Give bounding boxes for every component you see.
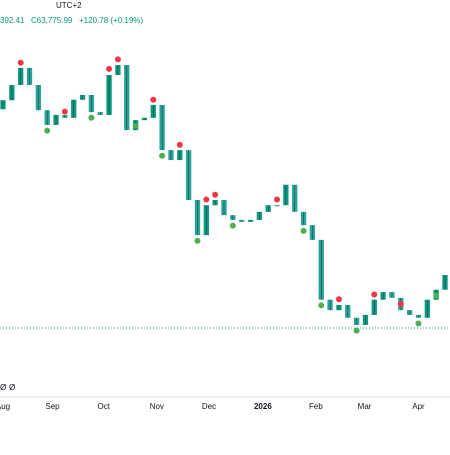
- sell-marker: [114, 56, 121, 63]
- buy-marker: [433, 292, 440, 299]
- buy-marker: [194, 237, 201, 244]
- status-mark: Ø: [9, 383, 15, 392]
- x-tick-label: Dec: [202, 402, 216, 411]
- buy-marker: [300, 227, 307, 234]
- sell-marker: [335, 296, 342, 303]
- change-value: +120.78 (+0.19%): [79, 16, 143, 25]
- buy-marker: [318, 302, 325, 309]
- sell-marker: [212, 191, 219, 198]
- buy-marker: [353, 327, 360, 334]
- buy-marker: [415, 320, 422, 327]
- x-tick-label: Nov: [150, 402, 164, 411]
- sell-marker: [61, 108, 68, 115]
- last-value: 392.41: [0, 16, 25, 25]
- sell-marker: [106, 65, 113, 72]
- sell-marker: [371, 291, 378, 298]
- candle-body: [274, 205, 280, 207]
- buy-marker: [132, 122, 139, 129]
- x-tick-label: Feb: [309, 402, 323, 411]
- x-tick-label: Sep: [45, 402, 60, 411]
- buy-marker: [229, 222, 236, 229]
- sell-marker: [150, 96, 157, 103]
- close-value: C63,775.99: [31, 16, 73, 25]
- buy-marker: [88, 114, 95, 121]
- sell-marker: [17, 59, 24, 66]
- buy-marker: [159, 152, 166, 159]
- x-tick-label: Aug: [0, 402, 10, 411]
- sell-marker: [397, 301, 404, 307]
- x-tick-label: Oct: [98, 402, 111, 411]
- buy-marker: [44, 127, 51, 134]
- sell-marker: [274, 196, 281, 203]
- x-tick-label: Mar: [358, 402, 372, 411]
- sell-marker: [176, 141, 183, 148]
- sell-marker: [203, 196, 210, 203]
- x-tick-label: Apr: [412, 402, 425, 411]
- x-tick-label: 2026: [254, 402, 272, 411]
- timezone: UTC+2: [56, 1, 82, 10]
- status-mark: Ø: [0, 383, 6, 392]
